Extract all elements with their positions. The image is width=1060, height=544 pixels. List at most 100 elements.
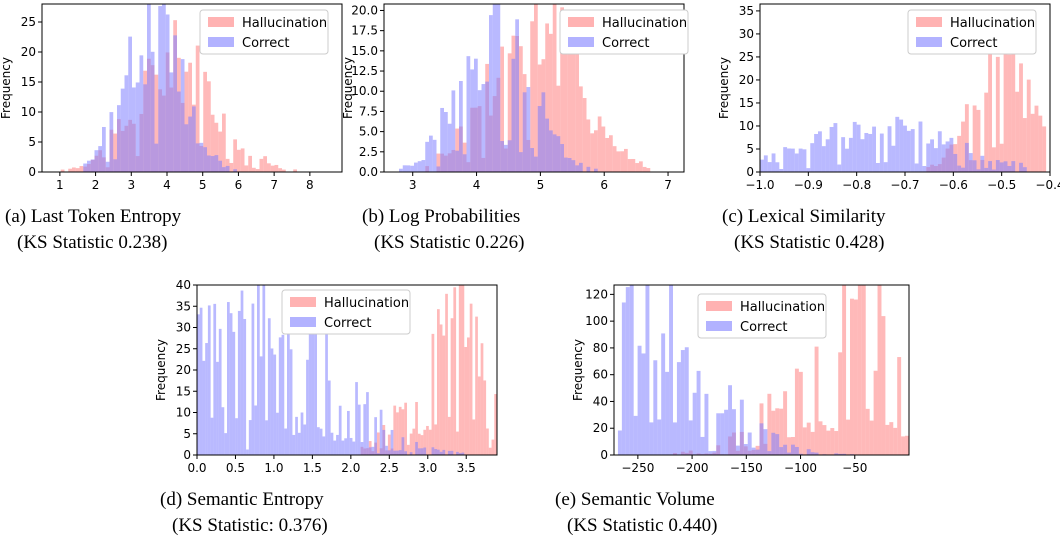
histogram-bar — [814, 452, 819, 455]
x-tick-label: 3.0 — [418, 461, 437, 475]
chart-panel: −250 −200 −150 −100 −50 0 20 40 60 80 100 120 Freque… — [555, 284, 910, 536]
x-tick-label: 1 — [56, 178, 64, 192]
histogram-bar — [999, 143, 1004, 172]
histogram-bar — [949, 137, 954, 172]
histogram-bar — [860, 139, 865, 172]
legend-label: Correct — [242, 36, 289, 51]
histogram-bar — [202, 360, 206, 455]
x-tick-label: −0.9 — [794, 178, 823, 192]
histogram-bar — [333, 440, 337, 455]
histogram-bar — [633, 415, 638, 455]
histogram-bar — [213, 303, 217, 455]
histogram-bar — [199, 307, 203, 455]
histogram-bar — [297, 432, 301, 455]
histogram-bar — [763, 429, 768, 455]
histogram-bar — [586, 119, 591, 172]
histogram-bar — [1019, 63, 1023, 173]
histogram-bar — [995, 160, 1000, 172]
histogram-bar — [930, 139, 934, 172]
histogram-bar — [267, 163, 271, 172]
histogram-bar — [771, 153, 776, 172]
histogram-bar — [165, 14, 170, 172]
histogram-bar — [287, 331, 290, 455]
legend-label: Correct — [602, 36, 649, 51]
histogram-bar — [464, 346, 467, 455]
histogram-bar — [1007, 54, 1012, 173]
histogram-bar — [669, 285, 673, 455]
histogram-bar — [235, 418, 238, 455]
histogram-bar — [842, 285, 847, 455]
legend-swatch — [706, 301, 732, 311]
legend: Hallucination Correct — [697, 293, 827, 339]
histogram-bar — [579, 86, 583, 172]
histogram-bar — [303, 424, 307, 455]
histogram-bar — [838, 453, 843, 455]
histogram-bar — [964, 104, 969, 172]
histogram-bar — [747, 432, 752, 455]
histogram-bar — [767, 162, 772, 172]
histogram-bar — [526, 87, 531, 172]
histogram-bar — [458, 285, 462, 455]
histogram-bar — [821, 146, 826, 172]
histogram-bar — [128, 36, 132, 173]
histogram-bar — [199, 142, 204, 172]
histogram-bar — [755, 449, 760, 455]
histogram-bar — [289, 349, 293, 455]
y-tick-label: 100 — [585, 314, 608, 328]
histogram-bar — [387, 434, 391, 455]
histogram-bar — [409, 452, 413, 455]
histogram-bar — [767, 393, 772, 455]
histogram-bar — [507, 140, 512, 172]
y-tick-label: 80 — [593, 341, 608, 355]
histogram-bar — [1011, 161, 1016, 172]
histogram-bar — [984, 92, 989, 172]
histogram-bar — [621, 302, 626, 455]
x-tick-label: 3.5 — [457, 461, 476, 475]
x-tick-label: −200 — [676, 461, 709, 475]
histogram-bar — [259, 158, 264, 172]
histogram-bar — [398, 406, 402, 455]
histogram-bar — [665, 371, 670, 455]
histogram-bar — [453, 287, 457, 455]
histogram-bar — [751, 447, 756, 455]
histogram-bar — [447, 450, 451, 455]
histogram-bar — [856, 124, 861, 172]
caption-title: (e) Semantic Volume — [555, 489, 715, 510]
histogram-bar — [68, 168, 72, 172]
histogram-bar — [953, 153, 958, 172]
histogram-bar — [444, 112, 448, 172]
histogram-bar — [75, 168, 80, 172]
x-tick-label: 5 — [537, 178, 545, 192]
histogram-bar — [868, 133, 873, 172]
histogram-bar — [225, 158, 230, 172]
legend-label: Hallucination — [242, 16, 327, 31]
histogram-bar — [676, 362, 681, 455]
plot-frame — [41, 3, 343, 173]
histogram-bar — [295, 416, 298, 455]
histogram-bar — [281, 334, 285, 455]
histogram-bar — [549, 33, 553, 173]
histogram-bar — [188, 116, 192, 172]
histogram-bar — [976, 109, 981, 172]
plot-frame — [383, 3, 685, 173]
histogram-bar — [257, 285, 260, 455]
histogram-bar — [787, 452, 791, 455]
y-tick-label: 25 — [739, 50, 754, 64]
histogram-bar — [252, 167, 256, 172]
histogram-bar — [240, 148, 245, 172]
histogram-bar — [360, 442, 364, 455]
histogram-bar — [143, 84, 147, 172]
histogram-bar — [377, 453, 380, 455]
histogram-bar — [500, 141, 504, 172]
histogram-bar — [534, 4, 538, 172]
y-tick-label: 20 — [21, 45, 36, 59]
histogram-bar — [224, 433, 227, 455]
histogram-bar — [450, 318, 454, 455]
histogram-bar — [1003, 161, 1008, 172]
histogram-bar — [382, 429, 386, 455]
histogram-bar — [771, 432, 776, 455]
histogram-bar — [759, 423, 764, 455]
histogram-bar — [696, 370, 701, 455]
histogram-bar — [556, 85, 561, 172]
legend-swatch — [916, 17, 942, 27]
